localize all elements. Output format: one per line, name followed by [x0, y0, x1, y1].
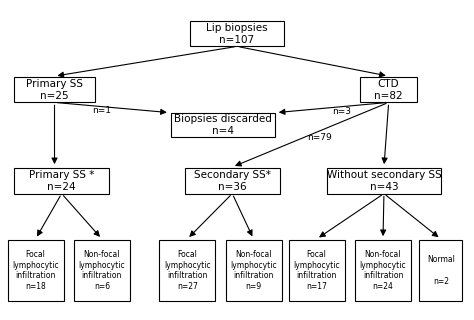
- FancyBboxPatch shape: [171, 113, 275, 137]
- FancyBboxPatch shape: [226, 240, 282, 301]
- Text: Lip biopsies
n=107: Lip biopsies n=107: [206, 23, 268, 44]
- FancyBboxPatch shape: [190, 21, 284, 46]
- FancyBboxPatch shape: [327, 168, 441, 194]
- Text: Focal
lymphocytic
infiltration
n=27: Focal lymphocytic infiltration n=27: [164, 250, 210, 291]
- Text: CTD
n=82: CTD n=82: [374, 79, 403, 100]
- FancyBboxPatch shape: [14, 168, 109, 194]
- FancyBboxPatch shape: [289, 240, 345, 301]
- Text: n=79: n=79: [308, 133, 332, 142]
- FancyBboxPatch shape: [159, 240, 215, 301]
- Text: Normal

n=2: Normal n=2: [427, 255, 455, 286]
- Text: Non-focal
lymphocytic
infiltration
n=24: Non-focal lymphocytic infiltration n=24: [360, 250, 406, 291]
- Text: Primary SS
n=25: Primary SS n=25: [26, 79, 83, 100]
- FancyBboxPatch shape: [419, 240, 462, 301]
- Text: Without secondary SS
n=43: Without secondary SS n=43: [327, 170, 441, 192]
- Text: Secondary SS*
n=36: Secondary SS* n=36: [194, 170, 271, 192]
- FancyBboxPatch shape: [355, 240, 411, 301]
- Text: Non-focal
lymphocytic
infiltration
n=9: Non-focal lymphocytic infiltration n=9: [230, 250, 277, 291]
- FancyBboxPatch shape: [14, 77, 95, 102]
- Text: Focal
lymphocytic
infiltration
n=17: Focal lymphocytic infiltration n=17: [293, 250, 340, 291]
- Text: n=1: n=1: [92, 106, 111, 115]
- FancyBboxPatch shape: [360, 77, 417, 102]
- FancyBboxPatch shape: [185, 168, 280, 194]
- Text: Non-focal
lymphocytic
infiltration
n=6: Non-focal lymphocytic infiltration n=6: [79, 250, 125, 291]
- Text: Primary SS *
n=24: Primary SS * n=24: [29, 170, 94, 192]
- FancyBboxPatch shape: [74, 240, 130, 301]
- Text: Focal
lymphocytic
infiltration
n=18: Focal lymphocytic infiltration n=18: [12, 250, 59, 291]
- Text: n=3: n=3: [332, 107, 351, 116]
- Text: Biopsies discarded
n=4: Biopsies discarded n=4: [174, 114, 272, 136]
- FancyBboxPatch shape: [8, 240, 64, 301]
